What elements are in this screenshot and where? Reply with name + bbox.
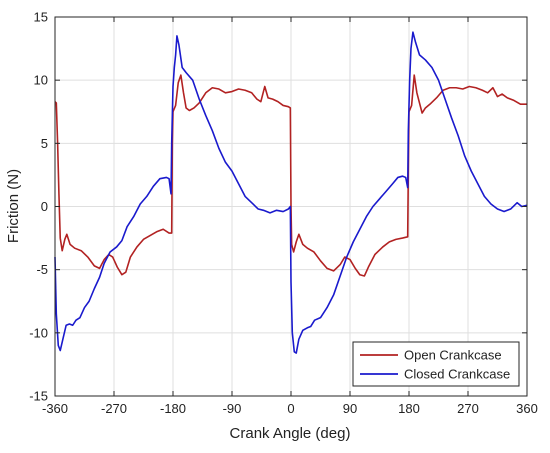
y-tick-label: -10 [29,325,48,340]
x-tick-label: 0 [287,401,294,416]
legend-box [352,341,520,387]
tick-labels: -360 -270 -180 -90 0 90 180 270 360 -15 -10 -5 0 5 10 1… [29,10,538,417]
legend: Open Crankcase Closed Crankcase [352,341,520,387]
series-line-closed-crankcase [54,31,528,354]
x-tick-label: 90 [343,401,357,416]
x-tick-label: -180 [160,401,186,416]
x-axis-label: Crank Angle (deg) [230,425,351,442]
y-axis-label: Friction (N) [5,169,22,243]
axes-frame [54,16,528,397]
x-tick-label: -360 [42,401,68,416]
x-tick-label: 360 [516,401,538,416]
legend-label-closed-crankcase: Closed Crankcase [404,367,510,382]
y-tick-label: -5 [36,262,48,277]
y-tick-label: 5 [41,136,48,151]
y-tick-label: 0 [41,199,48,214]
y-tick-label: -15 [29,389,48,404]
x-tick-label: 270 [457,401,479,416]
y-tick-label: 10 [34,73,48,88]
series-line-open-crankcase [54,74,527,277]
x-tick-label: 180 [398,401,420,416]
legend-label-open-crankcase: Open Crankcase [404,348,502,363]
x-tick-label: -270 [101,401,127,416]
x-tick-label: -90 [223,401,242,416]
y-tick-label: 15 [34,10,48,25]
series-group [54,31,528,354]
